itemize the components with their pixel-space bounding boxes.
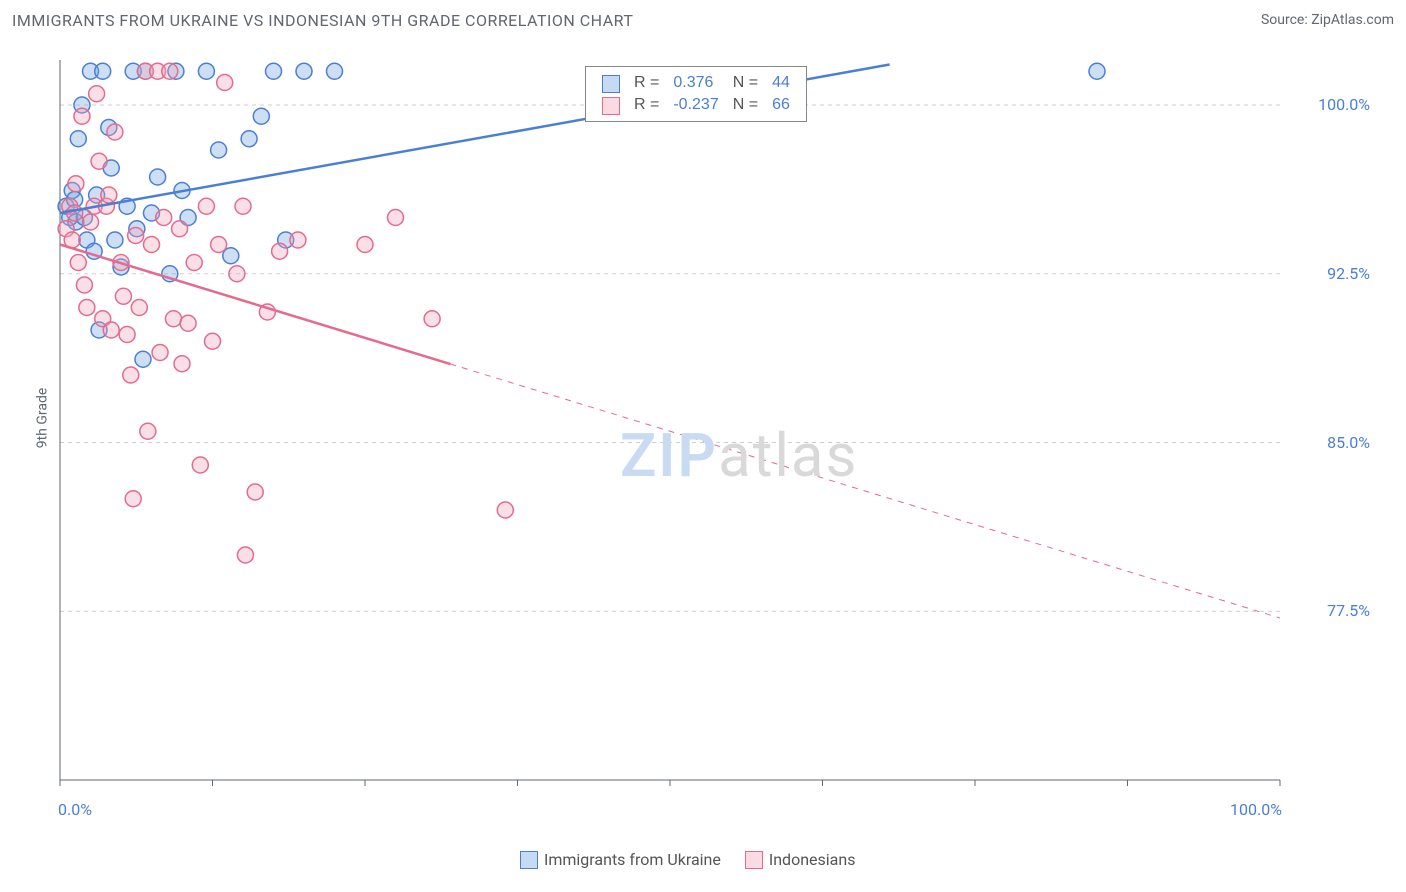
data-point-indonesians (123, 367, 139, 383)
data-point-indonesians (186, 255, 202, 271)
data-point-indonesians (140, 423, 156, 439)
data-point-indonesians (103, 322, 119, 338)
data-point-indonesians (128, 228, 144, 244)
data-point-indonesians (205, 333, 221, 349)
r-label: R = (628, 95, 665, 115)
legend-swatch-ukraine (520, 851, 538, 869)
y-axis-label: 9th Grade (34, 388, 50, 449)
data-point-indonesians (290, 232, 306, 248)
data-point-ukraine (211, 142, 227, 158)
legend-row-indonesians: R =-0.237N =66 (596, 95, 796, 115)
data-point-indonesians (192, 457, 208, 473)
data-point-ukraine (241, 131, 257, 147)
n-label: N = (727, 73, 764, 93)
data-point-ukraine (296, 63, 312, 79)
data-point-indonesians (162, 63, 178, 79)
r-value-ukraine: 0.376 (667, 73, 724, 93)
n-value-indonesians: 66 (766, 95, 796, 115)
data-point-ukraine (253, 108, 269, 124)
data-point-ukraine (150, 169, 166, 185)
scatter-chart: ZIPatlas R =0.376N =44R =-0.237N =66 9th… (50, 50, 1370, 820)
data-point-indonesians (83, 214, 99, 230)
legend-swatch-indonesians (602, 97, 620, 115)
data-point-indonesians (211, 237, 227, 253)
legend-item-ukraine: Immigrants from Ukraine (520, 850, 721, 869)
data-point-indonesians (101, 187, 117, 203)
source-label: Source: (1261, 12, 1311, 28)
y-tick-label: 92.5% (1327, 264, 1370, 283)
data-point-indonesians (89, 86, 105, 102)
data-point-ukraine (198, 63, 214, 79)
data-point-indonesians (107, 124, 123, 140)
y-tick-label: 77.5% (1327, 601, 1370, 620)
data-point-ukraine (95, 63, 111, 79)
data-point-indonesians (172, 221, 188, 237)
legend-row-ukraine: R =0.376N =44 (596, 73, 796, 93)
n-value-ukraine: 44 (766, 73, 796, 93)
trendline-ext-indonesians (450, 364, 1280, 618)
data-point-indonesians (180, 315, 196, 331)
data-point-indonesians (237, 547, 253, 563)
source-attribution: Source: ZipAtlas.com (1261, 12, 1394, 28)
trendline-indonesians (60, 245, 450, 365)
data-point-indonesians (70, 255, 86, 271)
data-point-indonesians (247, 484, 263, 500)
data-point-ukraine (135, 351, 151, 367)
chart-title: IMMIGRANTS FROM UKRAINE VS INDONESIAN 9T… (12, 11, 633, 30)
legend-item-indonesians: Indonesians (745, 850, 856, 869)
correlation-legend: R =0.376N =44R =-0.237N =66 (585, 66, 807, 122)
data-point-indonesians (198, 198, 214, 214)
data-point-indonesians (174, 356, 190, 372)
data-point-indonesians (144, 237, 160, 253)
chart-svg (50, 50, 1370, 820)
data-point-indonesians (119, 327, 135, 343)
n-label: N = (727, 95, 764, 115)
data-point-indonesians (74, 108, 90, 124)
data-point-indonesians (272, 243, 288, 259)
r-label: R = (628, 73, 665, 93)
data-point-indonesians (131, 300, 147, 316)
data-point-ukraine (107, 232, 123, 248)
data-point-indonesians (115, 288, 131, 304)
legend-swatch-ukraine (602, 75, 620, 93)
data-point-indonesians (76, 277, 92, 293)
data-point-ukraine (1089, 63, 1105, 79)
data-point-indonesians (357, 237, 373, 253)
legend-label-indonesians: Indonesians (769, 850, 856, 869)
data-point-indonesians (424, 311, 440, 327)
data-point-indonesians (67, 205, 83, 221)
data-point-indonesians (235, 198, 251, 214)
data-point-indonesians (229, 266, 245, 282)
x-tick-label: 0.0% (58, 800, 92, 819)
data-point-ukraine (266, 63, 282, 79)
y-tick-label: 85.0% (1327, 433, 1370, 452)
data-point-ukraine (70, 131, 86, 147)
legend-label-ukraine: Immigrants from Ukraine (544, 850, 721, 869)
y-tick-label: 100.0% (1318, 95, 1370, 114)
data-point-indonesians (217, 75, 233, 91)
data-point-indonesians (125, 491, 141, 507)
data-point-indonesians (156, 210, 172, 226)
data-point-indonesians (165, 311, 181, 327)
data-point-indonesians (388, 210, 404, 226)
r-value-indonesians: -0.237 (667, 95, 724, 115)
data-point-indonesians (79, 300, 95, 316)
series-legend: Immigrants from Ukraine Indonesians (520, 850, 855, 869)
data-point-indonesians (68, 176, 84, 192)
data-point-indonesians (91, 153, 107, 169)
source-name: ZipAtlas.com (1311, 12, 1394, 28)
data-point-indonesians (152, 345, 168, 361)
legend-swatch-indonesians (745, 851, 763, 869)
data-point-ukraine (327, 63, 343, 79)
x-tick-label: 100.0% (1230, 800, 1282, 819)
data-point-indonesians (497, 502, 513, 518)
